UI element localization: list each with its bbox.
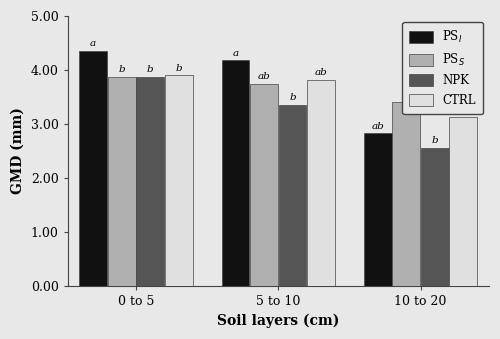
Bar xyxy=(450,117,477,286)
Bar xyxy=(222,60,250,286)
Text: ab: ab xyxy=(258,72,270,81)
Bar xyxy=(307,80,335,286)
Text: a: a xyxy=(232,49,238,58)
Bar xyxy=(136,77,164,286)
Text: b: b xyxy=(176,64,182,73)
Text: a: a xyxy=(404,91,409,100)
Text: b: b xyxy=(147,65,154,74)
Bar xyxy=(79,51,107,286)
Text: b: b xyxy=(289,94,296,102)
Bar xyxy=(108,77,136,286)
Text: ab: ab xyxy=(457,105,469,114)
Bar xyxy=(392,102,420,286)
Text: ab: ab xyxy=(372,121,384,131)
Bar xyxy=(364,133,392,286)
Bar xyxy=(278,105,306,286)
Bar xyxy=(164,76,192,286)
Text: ab: ab xyxy=(314,68,328,77)
X-axis label: Soil layers (cm): Soil layers (cm) xyxy=(217,314,340,328)
Bar xyxy=(421,148,448,286)
Text: b: b xyxy=(432,136,438,145)
Legend: PS$_I$, PS$_S$, NPK, CTRL: PS$_I$, PS$_S$, NPK, CTRL xyxy=(402,22,483,114)
Text: b: b xyxy=(118,65,125,74)
Bar xyxy=(250,83,278,286)
Y-axis label: GMD (mm): GMD (mm) xyxy=(11,107,25,195)
Text: a: a xyxy=(90,39,96,48)
